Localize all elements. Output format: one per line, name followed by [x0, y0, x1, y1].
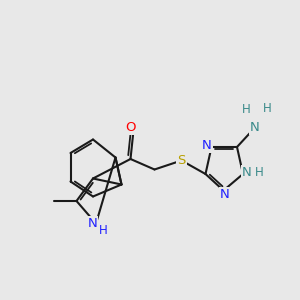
Text: H: H	[262, 101, 272, 115]
Text: S: S	[177, 154, 186, 167]
Text: N: N	[202, 139, 212, 152]
Text: O: O	[125, 121, 136, 134]
Text: H: H	[99, 224, 108, 237]
Text: N: N	[220, 188, 230, 201]
Text: N: N	[88, 217, 97, 230]
Text: H: H	[255, 166, 264, 179]
Text: N: N	[242, 166, 251, 179]
Text: H: H	[242, 103, 250, 116]
Text: N: N	[250, 121, 260, 134]
